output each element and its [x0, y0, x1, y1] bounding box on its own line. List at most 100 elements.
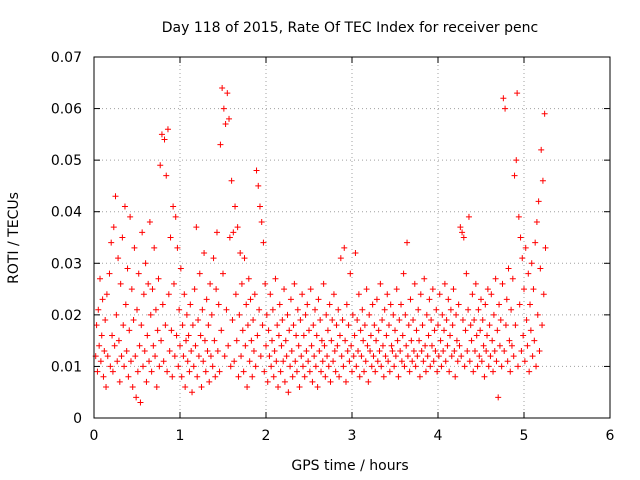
data-point [448, 353, 455, 360]
data-point [312, 363, 319, 370]
data-point [265, 327, 272, 334]
data-point [250, 317, 257, 324]
data-point [222, 121, 229, 128]
data-point [234, 224, 241, 231]
data-point [428, 342, 435, 349]
data-point [278, 342, 285, 349]
data-point [93, 322, 100, 329]
data-point [247, 296, 254, 303]
data-point [100, 373, 107, 380]
data-point [426, 296, 433, 303]
data-point [379, 342, 386, 349]
data-point [230, 229, 237, 236]
data-point [503, 296, 510, 303]
data-point [341, 244, 348, 251]
data-point [269, 306, 276, 313]
data-point [329, 317, 336, 324]
data-point [281, 378, 288, 385]
data-point [304, 301, 311, 308]
data-point [147, 311, 154, 318]
data-point [246, 358, 253, 365]
data-point [141, 347, 148, 354]
data-point [263, 342, 269, 349]
data-point [464, 347, 471, 354]
data-point [117, 280, 124, 287]
data-point [196, 270, 203, 277]
data-point [471, 347, 478, 354]
data-point [373, 296, 380, 303]
data-point [324, 353, 331, 360]
data-point [488, 291, 495, 298]
data-point [171, 353, 178, 360]
data-point [469, 291, 476, 298]
data-point [229, 317, 236, 324]
data-point [524, 342, 531, 349]
data-point [309, 378, 316, 385]
data-point [498, 363, 505, 370]
data-point [300, 332, 307, 339]
data-point [412, 363, 419, 370]
data-point [499, 280, 506, 287]
data-point [160, 358, 167, 365]
data-point [457, 224, 464, 231]
data-point [389, 347, 396, 354]
data-point [324, 327, 331, 334]
data-point [212, 373, 219, 380]
data-point [134, 306, 140, 313]
data-point [388, 342, 395, 349]
data-point [296, 384, 303, 391]
data-point [280, 358, 287, 365]
data-point [289, 373, 296, 380]
data-point [472, 280, 479, 287]
data-point [144, 332, 151, 339]
data-point [184, 358, 191, 365]
data-point [311, 353, 318, 360]
data-point [291, 280, 298, 287]
data-point [474, 363, 481, 370]
data-point [243, 301, 250, 308]
data-point [506, 337, 513, 344]
data-point [288, 347, 295, 354]
data-point [112, 193, 119, 200]
data-point [478, 358, 485, 365]
data-point [207, 353, 214, 360]
data-point [297, 317, 304, 324]
data-point [415, 306, 422, 313]
data-point [382, 353, 389, 360]
data-point [401, 363, 408, 370]
data-point [516, 301, 523, 308]
data-point [118, 353, 125, 360]
y-tick-label: 0.06 [51, 102, 82, 118]
data-point [292, 358, 299, 365]
data-point [195, 317, 202, 324]
data-point [413, 327, 420, 334]
data-point [435, 322, 441, 329]
data-point [257, 353, 264, 360]
data-point [120, 322, 127, 329]
data-point [384, 291, 391, 298]
data-point [122, 301, 129, 308]
data-point [323, 311, 330, 318]
data-point [501, 347, 508, 354]
data-point [508, 306, 515, 313]
data-point [353, 363, 360, 370]
data-point [180, 353, 187, 360]
data-point [137, 399, 144, 406]
data-point [197, 332, 204, 339]
data-point [115, 255, 122, 262]
data-point [131, 244, 138, 251]
data-point [381, 306, 388, 313]
data-point [404, 239, 411, 246]
data-point [332, 368, 339, 375]
data-point [262, 280, 269, 287]
data-point [504, 358, 511, 365]
data-point [134, 368, 141, 375]
data-point [232, 203, 239, 210]
data-point [361, 322, 368, 329]
data-point [417, 291, 424, 298]
data-point [145, 280, 152, 287]
data-point [124, 265, 131, 272]
data-point [335, 306, 342, 313]
data-point [446, 368, 453, 375]
data-point [310, 322, 317, 329]
